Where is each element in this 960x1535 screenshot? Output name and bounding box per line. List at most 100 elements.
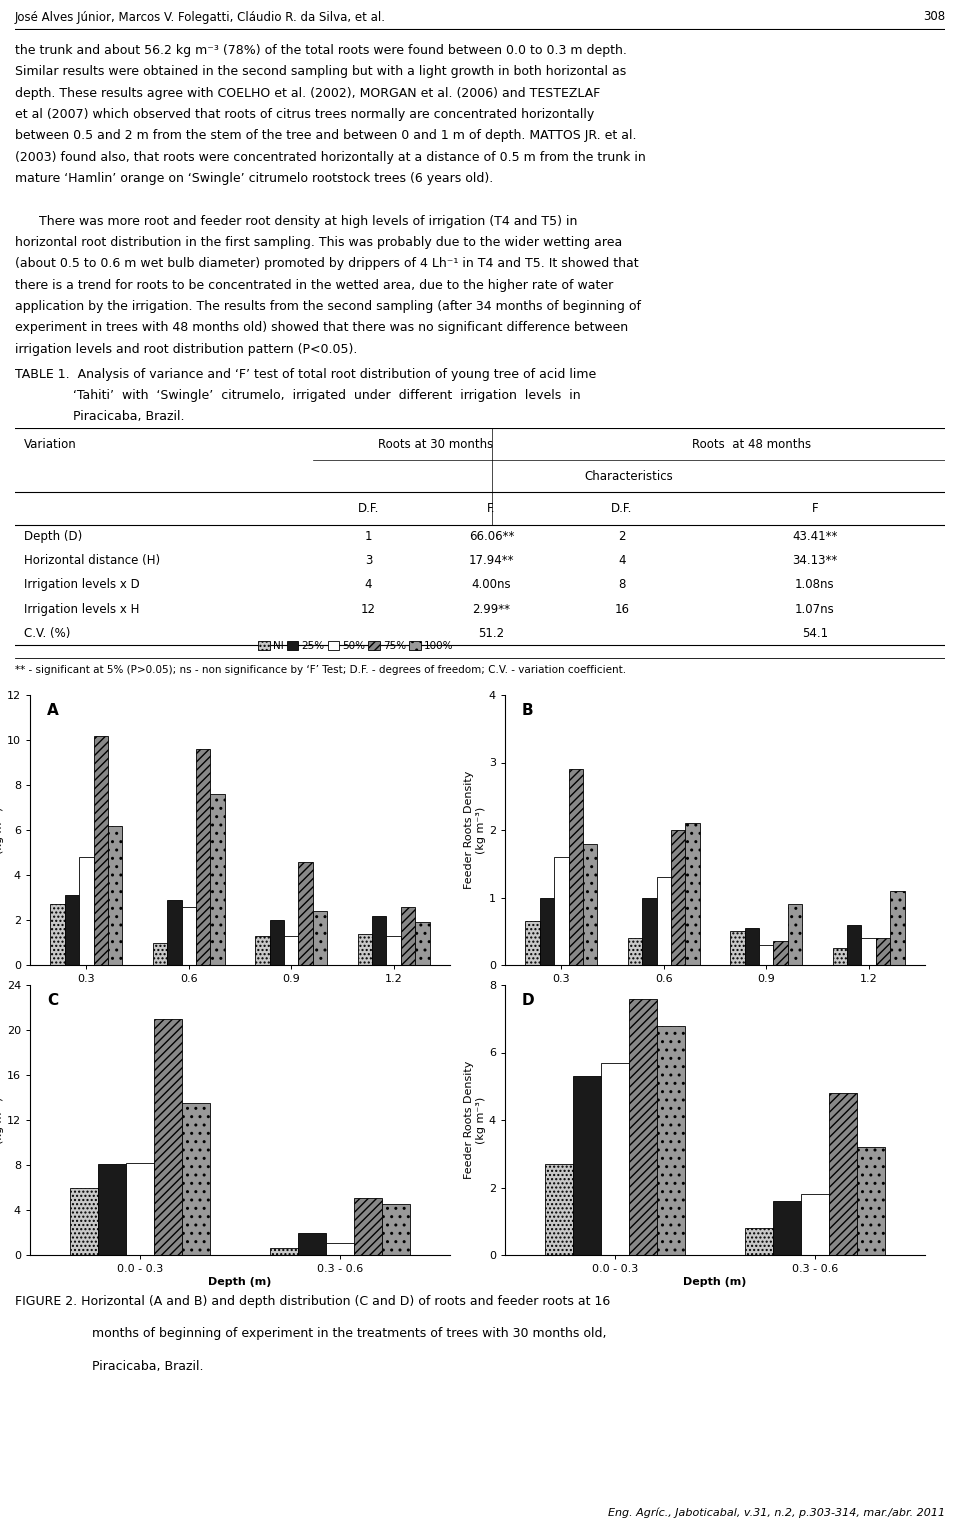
Text: B: B — [522, 703, 534, 718]
X-axis label: Distance from trunk (m): Distance from trunk (m) — [164, 987, 316, 996]
Bar — [801, 1194, 829, 1256]
Bar — [126, 1162, 154, 1256]
Bar — [182, 1104, 210, 1256]
Bar — [759, 944, 774, 966]
Text: months of beginning of experiment in the treatments of trees with 30 months old,: months of beginning of experiment in the… — [92, 1328, 607, 1340]
Bar — [829, 1093, 857, 1256]
Bar — [671, 830, 685, 966]
Bar — [745, 927, 759, 966]
Y-axis label: Root Density
(kg m⁻³): Root Density (kg m⁻³) — [0, 795, 4, 866]
Text: application by the irrigation. The results from the second sampling (after 34 mo: application by the irrigation. The resul… — [15, 301, 641, 313]
Text: 2: 2 — [618, 530, 626, 543]
Bar — [196, 749, 210, 966]
Bar — [154, 1019, 182, 1256]
Text: Eng. Agríc., Jaboticabal, v.31, n.2, p.303-314, mar./abr. 2011: Eng. Agríc., Jaboticabal, v.31, n.2, p.3… — [608, 1507, 945, 1518]
Text: 43.41**: 43.41** — [792, 530, 837, 543]
Bar — [876, 938, 890, 966]
Bar — [210, 794, 225, 966]
Text: horizontal root distribution in the first sampling. This was probably due to the: horizontal root distribution in the firs… — [15, 236, 622, 249]
Bar — [540, 898, 554, 966]
Text: Characteristics: Characteristics — [585, 470, 673, 484]
Text: Piracicaba, Brazil.: Piracicaba, Brazil. — [92, 1360, 204, 1372]
X-axis label: Depth (m): Depth (m) — [208, 1277, 272, 1286]
Text: mature ‘Hamlin’ orange on ‘Swingle’ citrumelo rootstock trees (6 years old).: mature ‘Hamlin’ orange on ‘Swingle’ citr… — [15, 172, 493, 186]
Text: Variation: Variation — [24, 437, 77, 451]
Bar — [153, 942, 167, 966]
Text: 54.1: 54.1 — [802, 626, 828, 640]
Bar — [270, 919, 284, 966]
Bar — [299, 861, 313, 966]
Bar — [270, 1248, 298, 1256]
Text: D.F.: D.F. — [612, 502, 633, 516]
Text: irrigation levels and root distribution pattern (P<0.05).: irrigation levels and root distribution … — [15, 342, 357, 356]
Bar — [255, 936, 270, 966]
Text: ** - significant at 5% (P>0.05); ns - non significance by ‘F’ Test; D.F. - degre: ** - significant at 5% (P>0.05); ns - no… — [15, 665, 626, 675]
Text: D: D — [522, 993, 535, 1008]
Text: Irrigation levels x D: Irrigation levels x D — [24, 579, 140, 591]
Bar — [847, 924, 861, 966]
Text: Horizontal distance (H): Horizontal distance (H) — [24, 554, 160, 568]
Bar — [354, 1197, 382, 1256]
Bar — [857, 1147, 885, 1256]
Bar — [774, 941, 788, 966]
Bar — [745, 1228, 773, 1256]
Bar — [372, 915, 387, 966]
Text: 66.06**: 66.06** — [468, 530, 515, 543]
Bar — [108, 826, 122, 966]
Bar — [629, 998, 657, 1256]
Bar — [298, 1233, 326, 1256]
Text: FIGURE 2. Horizontal (A and B) and depth distribution (C and D) of roots and fee: FIGURE 2. Horizontal (A and B) and depth… — [15, 1296, 611, 1308]
Bar — [51, 904, 65, 966]
Text: F: F — [811, 502, 818, 516]
Text: Roots at 30 months: Roots at 30 months — [378, 437, 493, 451]
Text: C.V. (%): C.V. (%) — [24, 626, 71, 640]
Text: 17.94**: 17.94** — [468, 554, 515, 568]
Bar — [167, 900, 181, 966]
Bar — [601, 1062, 629, 1256]
Bar — [382, 1205, 410, 1256]
Bar — [890, 890, 904, 966]
Bar — [401, 907, 415, 966]
Text: Irrigation levels x H: Irrigation levels x H — [24, 603, 139, 616]
Text: Similar results were obtained in the second sampling but with a light growth in : Similar results were obtained in the sec… — [15, 66, 626, 78]
Text: 1.08ns: 1.08ns — [795, 579, 834, 591]
Bar — [685, 823, 700, 966]
Bar — [98, 1164, 126, 1256]
Text: Depth (D): Depth (D) — [24, 530, 83, 543]
Text: 51.2: 51.2 — [479, 626, 505, 640]
Text: 8: 8 — [618, 579, 626, 591]
Bar — [358, 933, 372, 966]
Text: 16: 16 — [614, 603, 630, 616]
Text: (2003) found also, that roots were concentrated horizontally at a distance of 0.: (2003) found also, that roots were conce… — [15, 150, 646, 164]
Text: (about 0.5 to 0.6 m wet bulb diameter) promoted by drippers of 4 Lh⁻¹ in T4 and : (about 0.5 to 0.6 m wet bulb diameter) p… — [15, 258, 638, 270]
Text: 1: 1 — [365, 530, 372, 543]
Bar — [313, 910, 327, 966]
Bar — [284, 936, 299, 966]
Bar — [525, 921, 540, 966]
Bar — [387, 936, 401, 966]
Bar — [773, 1200, 801, 1256]
Text: there is a trend for roots to be concentrated in the wetted area, due to the hig: there is a trend for roots to be concent… — [15, 279, 613, 292]
Text: F.: F. — [488, 502, 496, 516]
Bar — [657, 876, 671, 966]
X-axis label: Depth (m): Depth (m) — [684, 1277, 747, 1286]
Text: the trunk and about 56.2 kg m⁻³ (78%) of the total roots were found between 0.0 : the trunk and about 56.2 kg m⁻³ (78%) of… — [15, 45, 627, 57]
Text: 308: 308 — [923, 11, 945, 23]
Y-axis label: Root Density
(kg m⁻³): Root Density (kg m⁻³) — [0, 1085, 4, 1156]
Bar — [731, 932, 745, 966]
Text: TABLE 1.  Analysis of variance and ‘F’ test of total root distribution of young : TABLE 1. Analysis of variance and ‘F’ te… — [15, 368, 596, 381]
Text: C: C — [47, 993, 58, 1008]
Bar — [70, 1188, 98, 1256]
Text: There was more root and feeder root density at high levels of irrigation (T4 and: There was more root and feeder root dens… — [15, 215, 577, 227]
Text: Roots  at 48 months: Roots at 48 months — [692, 437, 811, 451]
Bar — [583, 844, 597, 966]
Y-axis label: Feeder Roots Density
(kg m⁻³): Feeder Roots Density (kg m⁻³) — [465, 771, 486, 889]
Text: experiment in trees with 48 months old) showed that there was no significant dif: experiment in trees with 48 months old) … — [15, 321, 628, 335]
Text: 3: 3 — [365, 554, 372, 568]
Bar — [554, 857, 568, 966]
Bar — [788, 904, 802, 966]
Text: 34.13**: 34.13** — [792, 554, 837, 568]
Bar — [545, 1164, 573, 1256]
Text: A: A — [47, 703, 59, 718]
Text: José Alves Júnior, Marcos V. Folegatti, Cláudio R. da Silva, et al.: José Alves Júnior, Marcos V. Folegatti, … — [15, 11, 386, 23]
